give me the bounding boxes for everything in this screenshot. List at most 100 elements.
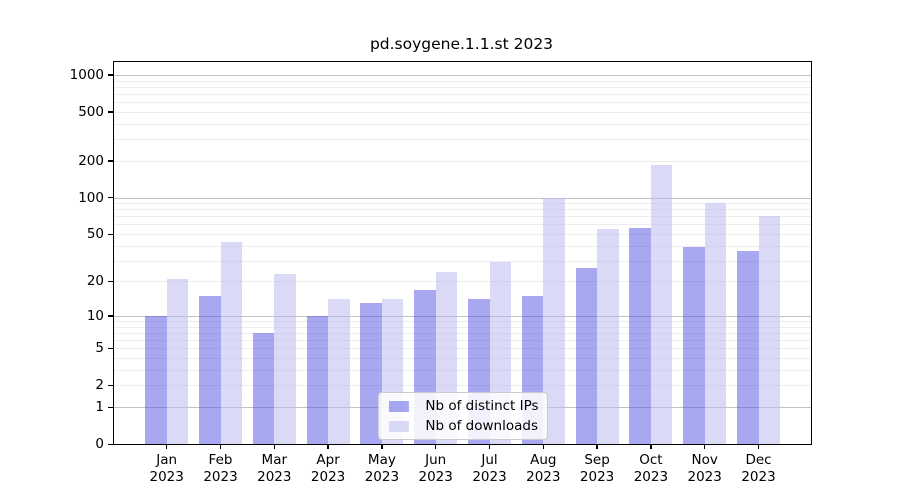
bar-downloads-aug: [543, 197, 565, 444]
x-tick-label: Feb 2023: [181, 452, 261, 486]
minor-gridline: [114, 234, 811, 235]
x-tick-label: Oct 2023: [611, 452, 691, 486]
bar-distinct-ips-may: [360, 303, 382, 444]
y-tick-label: 100: [78, 189, 104, 206]
x-tick-year: 2023: [257, 469, 292, 485]
x-tick: [488, 444, 491, 449]
x-tick: [650, 444, 652, 449]
minor-gridline: [114, 94, 811, 95]
x-tick: [381, 444, 383, 449]
x-tick-year: 2023: [687, 469, 722, 485]
minor-gridline: [114, 86, 811, 88]
bar-downloads-mar: [274, 274, 296, 444]
x-tick-month: Apr: [316, 452, 340, 468]
bar-downloads-apr: [328, 299, 350, 444]
x-tick-month: Feb: [208, 452, 233, 468]
x-tick-month: Jan: [156, 452, 178, 468]
bar-downloads-oct: [650, 164, 673, 444]
legend-swatch-distinct-ips: [388, 400, 409, 412]
y-tick: [108, 233, 113, 235]
x-tick-month: Sep: [584, 452, 610, 468]
y-tick: [108, 74, 113, 76]
x-tick-month: Dec: [745, 452, 772, 468]
y-tick-label: 500: [78, 103, 104, 120]
minor-gridline: [114, 216, 811, 218]
y-tick: [108, 315, 113, 317]
y-tick-label: 5: [95, 340, 104, 357]
minor-gridline: [114, 321, 811, 322]
x-tick-label: Jun 2023: [396, 452, 476, 486]
x-tick: [327, 444, 329, 449]
x-tick-year: 2023: [149, 469, 184, 485]
x-tick-year: 2023: [364, 469, 400, 485]
x-tick-year: 2023: [633, 469, 669, 485]
minor-gridline: [114, 160, 811, 162]
bar-distinct-ips-oct: [629, 228, 651, 444]
y-tick-label: 1000: [69, 66, 104, 83]
minor-gridline: [114, 358, 811, 359]
minor-gridline: [114, 260, 811, 262]
x-tick: [757, 444, 760, 449]
x-tick-month: Mar: [261, 452, 288, 468]
chart-title: pd.soygene.1.1.st 2023: [369, 35, 554, 53]
x-tick-year: 2023: [472, 469, 507, 485]
y-tick: [108, 347, 113, 350]
minor-gridline: [114, 224, 811, 226]
y-tick: [108, 384, 113, 387]
x-tick-label: Nov 2023: [665, 452, 745, 486]
bar-downloads-dec: [758, 215, 780, 444]
bar-distinct-ips-apr: [306, 315, 329, 444]
minor-gridline: [114, 245, 811, 247]
y-tick: [108, 443, 113, 445]
x-tick-year: 2023: [741, 469, 776, 485]
x-tick-label: Jan 2023: [127, 452, 207, 486]
x-tick-label: Dec 2023: [719, 452, 799, 486]
y-tick: [108, 197, 113, 199]
minor-gridline: [114, 281, 811, 283]
minor-gridline: [114, 332, 811, 334]
plot-area: 0 1 2 5 10 20 50 100 200 500 1000 Jan 2023 Feb 2023 Mar…: [70, 61, 812, 485]
x-tick-label: Sep 2023: [557, 452, 637, 486]
y-tick-label: 0: [95, 436, 104, 452]
minor-gridline: [114, 348, 811, 350]
y-tick: [108, 406, 113, 408]
legend-swatch-downloads: [388, 420, 409, 432]
bar-distinct-ips-jan: [145, 315, 167, 444]
bar-downloads-sep: [597, 229, 619, 444]
y-tick-label: 1: [95, 399, 104, 415]
major-gridline: [114, 74, 811, 76]
legend-label-downloads: Nb of downloads: [425, 418, 538, 434]
legend-row-distinct-ips: Nb of distinct IPs: [386, 398, 539, 414]
x-tick-month: Jul: [481, 452, 498, 468]
bar-distinct-ips-dec: [737, 251, 759, 444]
minor-gridline: [114, 123, 811, 125]
x-tick-label: Mar 2023: [234, 452, 314, 486]
y-tick-label: 10: [86, 307, 104, 324]
x-tick-year: 2023: [310, 469, 346, 485]
x-tick-year: 2023: [203, 469, 238, 485]
minor-gridline: [114, 326, 811, 328]
minor-gridline: [114, 385, 811, 387]
y-tick-label: 20: [86, 273, 104, 290]
x-tick: [596, 444, 598, 449]
x-tick-year: 2023: [579, 469, 615, 485]
y-tick: [108, 111, 113, 113]
minor-gridline: [114, 209, 811, 211]
x-tick: [435, 444, 437, 449]
legend-label-distinct-ips: Nb of distinct IPs: [425, 398, 539, 414]
bar-downloads-nov: [704, 203, 727, 444]
minor-gridline: [114, 203, 811, 204]
legend-row-downloads: Nb of downloads: [386, 418, 538, 434]
x-tick-label: Aug 2023: [503, 452, 583, 486]
minor-gridline: [114, 340, 811, 342]
minor-gridline: [114, 80, 811, 82]
x-tick: [166, 444, 168, 449]
y-tick-label: 2: [95, 377, 104, 394]
major-gridline: [114, 197, 811, 199]
x-tick-month: May: [367, 452, 396, 468]
x-tick: [542, 444, 544, 449]
x-tick-month: Aug: [530, 452, 557, 468]
x-tick-month: Jun: [425, 452, 447, 468]
minor-gridline: [114, 369, 811, 371]
